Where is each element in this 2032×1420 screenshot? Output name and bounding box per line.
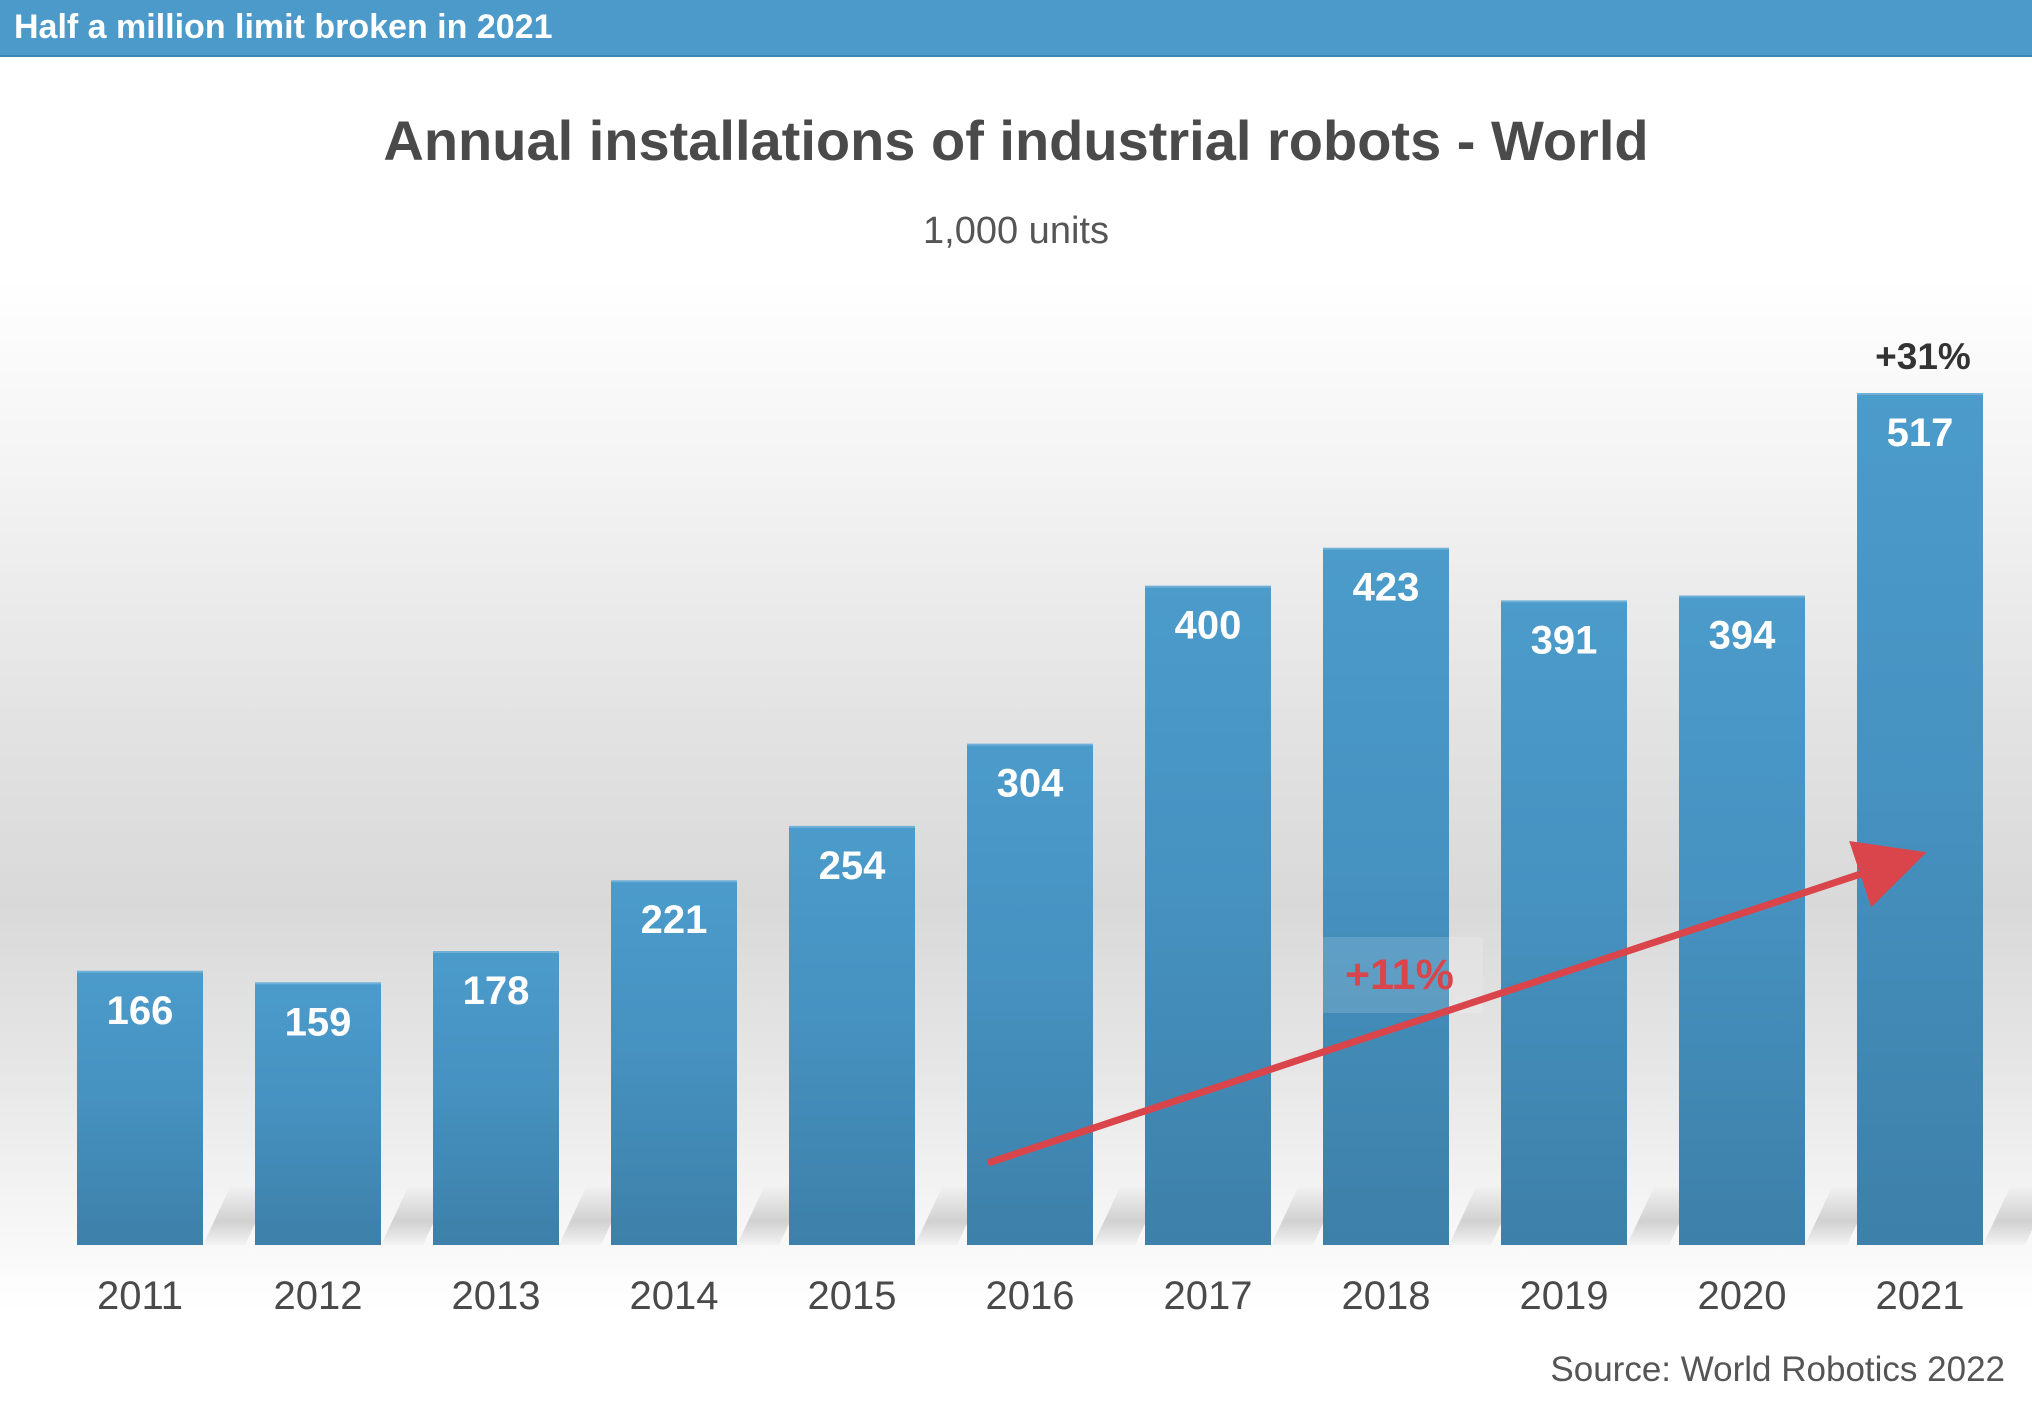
data-label-2014: 221 <box>641 898 708 942</box>
bar-2016 <box>967 744 1093 1245</box>
data-label-2021: 517 <box>1887 411 1954 455</box>
data-label-2015: 254 <box>819 844 886 888</box>
bar-2017 <box>1145 586 1271 1245</box>
x-tick-2012: 2012 <box>274 1274 363 1318</box>
data-labels: 166 159 178 221 254 304 400 423 391 394 517 <box>107 411 1954 1044</box>
bar-2011 <box>77 971 203 1245</box>
chart-subtitle: 1,000 units <box>923 210 1109 252</box>
bar-2013 <box>433 952 559 1245</box>
data-label-2020: 394 <box>1709 613 1776 657</box>
x-tick-2011: 2011 <box>97 1274 183 1318</box>
source-note: Source: World Robotics 2022 <box>1550 1350 2005 1389</box>
data-label-2011: 166 <box>107 989 174 1033</box>
x-tick-2015: 2015 <box>808 1274 897 1318</box>
data-label-2018: 423 <box>1353 566 1420 610</box>
data-label-2017: 400 <box>1175 604 1242 648</box>
bars <box>77 393 1983 1245</box>
x-tick-2019: 2019 <box>1520 1274 1609 1318</box>
x-tick-2014: 2014 <box>630 1274 719 1318</box>
trend-arrow <box>986 840 1927 1167</box>
bar-2012 <box>255 983 381 1245</box>
bar-2014 <box>611 881 737 1245</box>
trend-growth-label: +11% <box>1345 951 1454 999</box>
bar-2021 <box>1857 394 1983 1245</box>
chart-title: Annual installations of industrial robot… <box>383 109 1649 172</box>
x-tick-labels: 2011 2012 2013 2014 2015 2016 2017 2018 2019 2020… <box>97 1274 1965 1318</box>
trend-label-box <box>1323 937 1483 1013</box>
bar-shadow <box>1983 1185 2032 1245</box>
x-tick-2016: 2016 <box>986 1274 1075 1318</box>
data-label-2019: 391 <box>1531 618 1598 662</box>
x-tick-2020: 2020 <box>1698 1274 1787 1318</box>
bar-2018 <box>1323 548 1449 1245</box>
bar-2015 <box>789 826 915 1245</box>
growth-label-2021: +31% <box>1875 336 1971 377</box>
bar-2020 <box>1679 596 1805 1245</box>
data-label-2012: 159 <box>285 1000 352 1044</box>
bar-2019 <box>1501 601 1627 1245</box>
data-label-2013: 178 <box>463 969 530 1013</box>
annotations: +31% +11% <box>986 336 1971 1167</box>
x-tick-2013: 2013 <box>452 1274 541 1318</box>
x-tick-2017: 2017 <box>1164 1274 1253 1318</box>
banner-title: Half a million limit broken in 2021 <box>0 0 2032 57</box>
x-tick-2021: 2021 <box>1876 1274 1965 1318</box>
data-label-2016: 304 <box>997 762 1064 806</box>
x-tick-2018: 2018 <box>1342 1274 1431 1318</box>
